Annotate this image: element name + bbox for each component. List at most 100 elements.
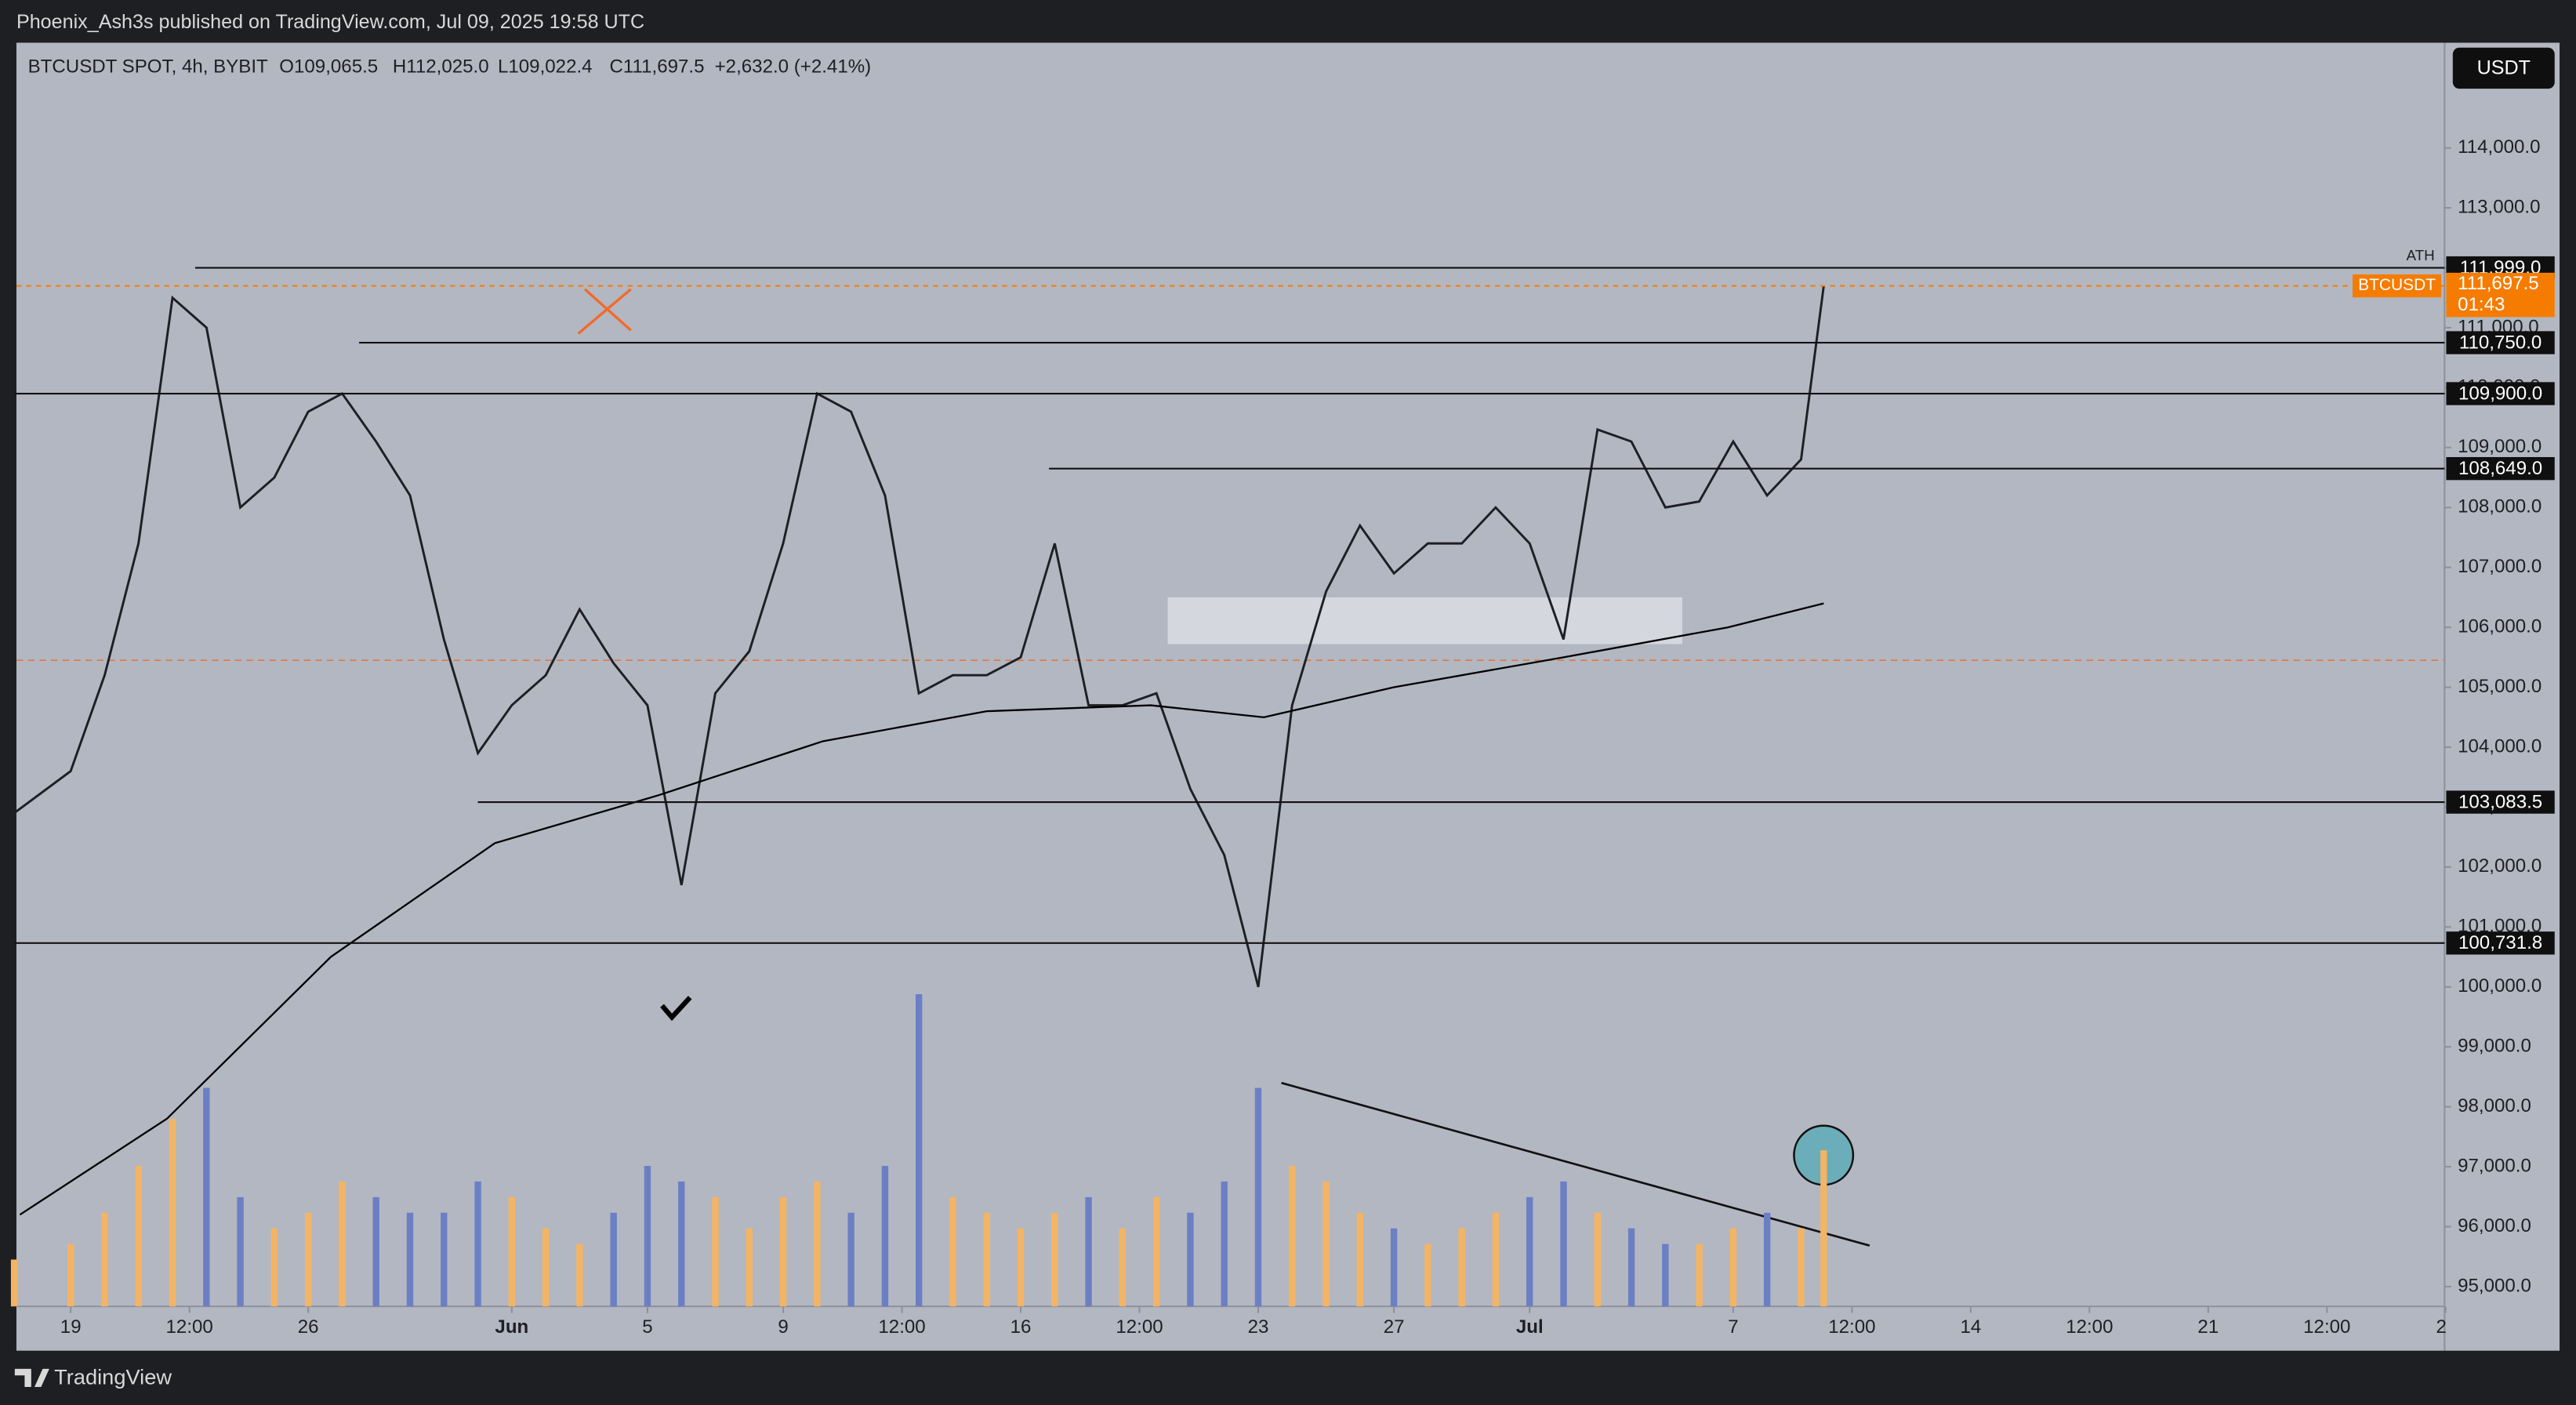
volume-bar — [1289, 1166, 1296, 1307]
volume-bar — [474, 1181, 481, 1307]
level-label-bg — [2446, 382, 2555, 405]
volume-bar — [1492, 1212, 1500, 1307]
last-price-label: 111,697.5 — [2458, 273, 2539, 294]
volume-bar — [916, 994, 923, 1307]
y-tick-label: 104,000.0 — [2458, 735, 2542, 757]
x-tick-label: 19 — [60, 1316, 82, 1338]
x-tick-label: 7 — [1728, 1316, 1738, 1338]
volume-bar — [508, 1196, 516, 1307]
x-tick-label: 12:00 — [1828, 1316, 1875, 1338]
volume-bar — [847, 1212, 854, 1307]
currency-label[interactable]: USDT — [2477, 57, 2531, 79]
check-mark — [660, 996, 692, 1022]
level-label: 100,731.8 — [2458, 932, 2542, 953]
volume-bar — [949, 1196, 956, 1307]
volume-bar — [1798, 1228, 1805, 1307]
legend-symbol: BTCUSDT SPOT, 4h, BYBIT — [28, 56, 268, 77]
volume-bar — [644, 1166, 651, 1307]
volume-bar — [746, 1228, 753, 1307]
price-line — [19, 602, 1824, 1216]
level-label: 108,649.0 — [2458, 458, 2542, 479]
volume-bar — [1085, 1196, 1092, 1307]
y-tick-label: 107,000.0 — [2458, 556, 2542, 577]
volume-bar — [1560, 1181, 1567, 1307]
last-price-symbol: BTCUSDT — [2358, 276, 2436, 294]
x-tick-label: 23 — [1248, 1316, 1269, 1338]
y-tick-label: 102,000.0 — [2458, 855, 2542, 877]
y-tick-label: 113,000.0 — [2458, 196, 2540, 217]
trend-line — [1281, 1081, 1870, 1247]
volume-bar — [814, 1181, 821, 1307]
chart-background — [16, 42, 2560, 1351]
zone — [1167, 597, 1682, 644]
legend-low: L109,022.4 — [498, 56, 593, 77]
brand-logo — [14, 1368, 49, 1387]
countdown: 01:43 — [2458, 294, 2505, 315]
level-label: 109,900.0 — [2458, 383, 2542, 404]
volume-bar — [1221, 1181, 1228, 1307]
last-price-box — [2446, 272, 2555, 318]
volume-bar — [1356, 1212, 1364, 1307]
volume-bar — [1662, 1243, 1669, 1307]
volume-bar — [10, 1259, 18, 1307]
volume-bar — [1729, 1228, 1737, 1307]
x-tick-label: 12:00 — [2066, 1316, 2113, 1338]
volume-bar — [712, 1196, 719, 1307]
volume-bar — [983, 1212, 990, 1307]
price-line — [13, 285, 1825, 988]
volume-bar — [237, 1196, 244, 1307]
volume-bar — [67, 1243, 74, 1307]
x-mark — [577, 288, 632, 335]
x-tick-label: 21 — [2197, 1316, 2219, 1338]
y-tick-label: 106,000.0 — [2458, 615, 2542, 637]
volume-bar — [406, 1212, 414, 1307]
y-tick-label: 98,000.0 — [2458, 1095, 2531, 1116]
legend: BTCUSDT SPOT, 4h, BYBIT O109,065.5 H112,… — [28, 56, 872, 77]
x-mark-stroke — [577, 288, 632, 335]
y-tick-label: 108,000.0 — [2458, 496, 2542, 517]
x-tick-label: 2 — [2436, 1316, 2446, 1338]
level-label-bg — [2446, 331, 2555, 354]
published-note: Phoenix_Ash3s published on TradingView.c… — [16, 11, 644, 33]
x-tick-label: Jul — [1516, 1316, 1544, 1338]
x-tick-label: 12:00 — [1116, 1316, 1163, 1338]
y-tick-label: 105,000.0 — [2458, 676, 2542, 697]
currency-button[interactable] — [2452, 47, 2555, 89]
volume-bar — [441, 1212, 448, 1307]
y-tick-label: 109,000.0 — [2458, 436, 2542, 457]
x-tick-label: 26 — [298, 1316, 319, 1338]
volume-bar — [270, 1228, 278, 1307]
last-price-tag — [2352, 274, 2442, 298]
volume-bar — [1017, 1228, 1025, 1307]
x-tick-label: 16 — [1010, 1316, 1032, 1338]
brand-name: TradingView — [54, 1365, 172, 1389]
y-tick-label: 97,000.0 — [2458, 1155, 2531, 1176]
x-tick-label: 12:00 — [878, 1316, 925, 1338]
volume-bar — [1152, 1196, 1160, 1307]
volume-bar — [610, 1212, 617, 1307]
volume-bar — [135, 1166, 142, 1307]
legend-high: H112,025.0 — [393, 56, 489, 77]
volume-bar — [576, 1243, 583, 1307]
x-tick-label: 5 — [642, 1316, 652, 1338]
x-tick-label: 9 — [778, 1316, 788, 1338]
volume-bar — [1051, 1212, 1058, 1307]
volume-bar — [304, 1212, 312, 1307]
level-label: 103,083.5 — [2458, 791, 2542, 812]
volume-bar — [203, 1087, 210, 1307]
x-tick-label: 12:00 — [2303, 1316, 2350, 1338]
volume-bar — [1119, 1228, 1127, 1307]
volume-bar — [1696, 1243, 1703, 1307]
volume-bar — [779, 1196, 787, 1307]
y-tick-label: 96,000.0 — [2458, 1215, 2531, 1236]
volume-bar — [1424, 1243, 1431, 1307]
level-label-bg — [2446, 790, 2555, 814]
level-label: 110,750.0 — [2459, 332, 2542, 353]
volume-bar — [881, 1166, 889, 1307]
volume-bar — [1764, 1212, 1771, 1307]
volume-bar — [1187, 1212, 1194, 1307]
x-tick-label: 12:00 — [166, 1316, 213, 1338]
x-tick-label: Jun — [495, 1316, 528, 1338]
volume-bar — [1526, 1196, 1533, 1307]
